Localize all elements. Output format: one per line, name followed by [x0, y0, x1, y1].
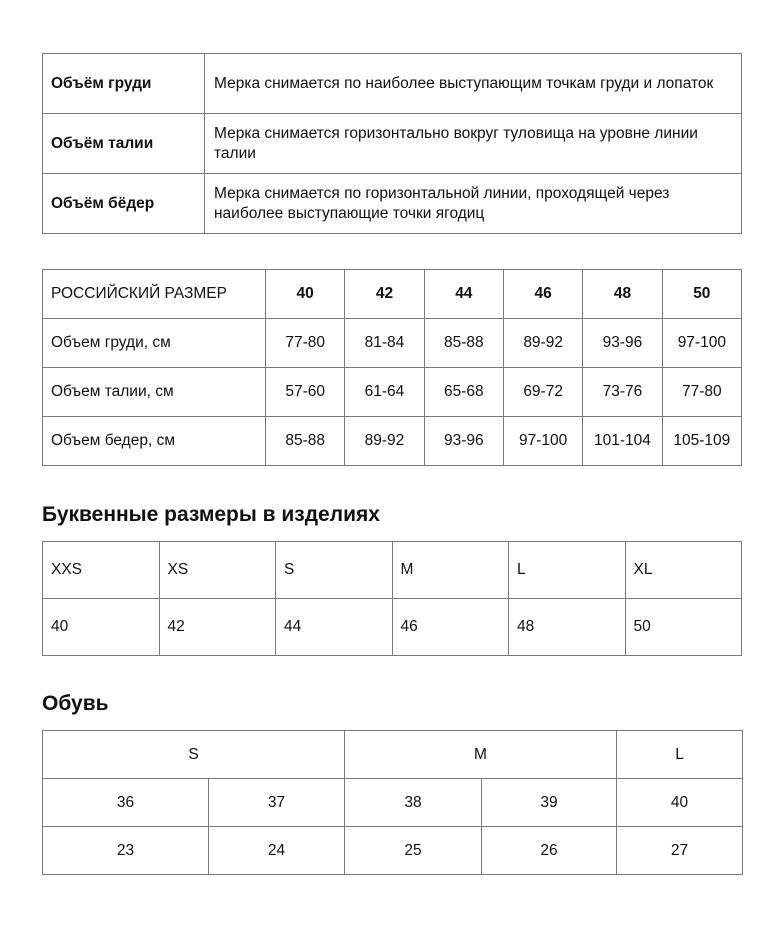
- cell: 65-68: [423, 367, 504, 417]
- cell: Объем талии, см: [42, 367, 266, 417]
- cell: 93-96: [582, 318, 663, 368]
- cell: 40: [42, 598, 160, 656]
- cell: 85-88: [264, 416, 346, 466]
- cell: XS: [158, 541, 276, 599]
- cell: 37: [208, 778, 345, 827]
- table-row: 40 42 44 46 48 50: [42, 598, 742, 656]
- cell: 38: [344, 778, 482, 827]
- cell: 27: [616, 826, 744, 875]
- cell: 23: [42, 826, 209, 875]
- cell: 57-60: [264, 367, 346, 417]
- measure-label: Объём груди: [42, 53, 205, 114]
- cell: 97-100: [661, 318, 743, 368]
- table-header-row: РОССИЙСКИЙ РАЗМЕР 40 42 44 46 48 50: [42, 269, 743, 319]
- header-cell: 50: [661, 269, 743, 319]
- measure-desc: Мерка снимается горизонтально вокруг тул…: [204, 113, 742, 174]
- cell: 85-88: [423, 318, 504, 368]
- cell: XL: [624, 541, 742, 599]
- cell: Объем груди, см: [42, 318, 266, 368]
- cell: 97-100: [502, 416, 584, 466]
- table-row: Объем груди, см 77-80 81-84 85-88 89-92 …: [42, 318, 743, 368]
- table-row: Объём груди Мерка снимается по наиболее в…: [42, 53, 742, 114]
- cell: 69-72: [502, 367, 584, 417]
- cell: 89-92: [344, 416, 425, 466]
- header-cell: M: [343, 730, 618, 779]
- measure-desc: Мерка снимается по наиболее выступающим …: [204, 53, 742, 114]
- letter-sizes-table: XXS XS S M L XL 40 42 44 46 48 50: [42, 541, 742, 656]
- cell: 46: [391, 598, 509, 656]
- table-header-row: S M L: [42, 730, 744, 779]
- cell: 77-80: [661, 367, 743, 417]
- header-cell: 48: [582, 269, 663, 319]
- header-cell: 42: [344, 269, 425, 319]
- letter-sizes-heading: Буквенные размеры в изделиях: [42, 503, 380, 526]
- cell: 42: [158, 598, 276, 656]
- cell: 61-64: [344, 367, 425, 417]
- cell: 105-109: [661, 416, 743, 466]
- cell: 36: [42, 778, 209, 827]
- table-row: Объем талии, см 57-60 61-64 65-68 69-72 …: [42, 367, 743, 417]
- cell: 26: [480, 826, 618, 875]
- shoes-heading: Обувь: [42, 692, 109, 715]
- cell: 44: [275, 598, 393, 656]
- table-row: 23 24 25 26 27: [42, 826, 744, 875]
- cell: 48: [508, 598, 626, 656]
- cell: 89-92: [502, 318, 584, 368]
- cell: 93-96: [423, 416, 504, 466]
- measure-desc: Мерка снимается по горизонтальной линии,…: [204, 173, 742, 234]
- cell: 40: [616, 778, 744, 827]
- header-cell: 46: [502, 269, 584, 319]
- header-cell: 40: [264, 269, 346, 319]
- header-cell: 44: [423, 269, 504, 319]
- table-row: Объём бёдер Мерка снимается по горизонтал…: [42, 173, 742, 234]
- header-cell: S: [42, 730, 345, 779]
- shoe-sizes-table: S M L 36 37 38 39 40 23 24 25 26 27: [42, 730, 744, 875]
- table-row: Объём талии Мерка снимается горизонтально…: [42, 113, 742, 174]
- cell: M: [391, 541, 509, 599]
- cell: 73-76: [582, 367, 663, 417]
- measurement-guide-table: Объём груди Мерка снимается по наиболее в…: [42, 53, 742, 234]
- cell: 50: [624, 598, 742, 656]
- header-cell: L: [616, 730, 744, 779]
- cell: 101-104: [582, 416, 663, 466]
- table-row: 36 37 38 39 40: [42, 778, 744, 827]
- cell: S: [275, 541, 393, 599]
- cell: 24: [208, 826, 345, 875]
- cell: 77-80: [264, 318, 346, 368]
- table-row: Объем бедер, см 85-88 89-92 93-96 97-100…: [42, 416, 743, 466]
- cell: 81-84: [344, 318, 425, 368]
- cell: 39: [480, 778, 618, 827]
- cell: Объем бедер, см: [42, 416, 266, 466]
- table-row: XXS XS S M L XL: [42, 541, 742, 599]
- header-cell: РОССИЙСКИЙ РАЗМЕР: [42, 269, 266, 319]
- cell: 25: [344, 826, 482, 875]
- cell: L: [508, 541, 626, 599]
- russian-size-table: РОССИЙСКИЙ РАЗМЕР 40 42 44 46 48 50 Объе…: [42, 269, 743, 466]
- cell: XXS: [42, 541, 160, 599]
- measure-label: Объём бёдер: [42, 173, 205, 234]
- measure-label: Объём талии: [42, 113, 205, 174]
